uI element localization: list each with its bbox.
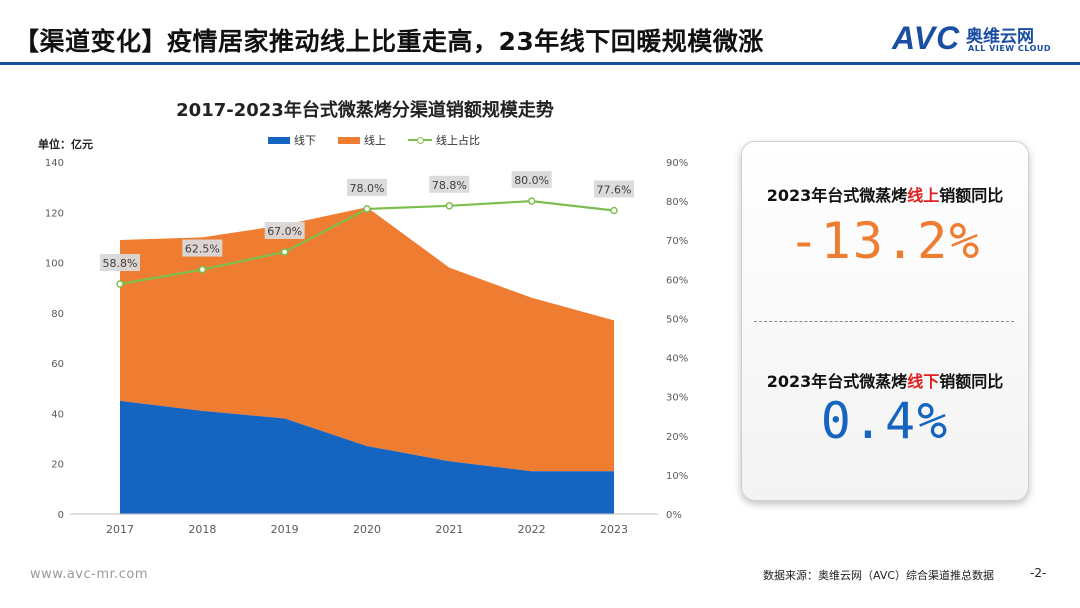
share-data-label: 67.0% (267, 225, 302, 238)
share-data-label: 78.0% (350, 182, 385, 195)
y-right-tick-label: 30% (666, 393, 688, 404)
legend-item-online: 线上 (338, 132, 386, 148)
x-tick-label: 2023 (600, 523, 628, 536)
legend-item-share: 线上占比 (408, 132, 480, 148)
kpi-offline-prefix: 2023年台式微蒸烤 (766, 372, 908, 391)
share-data-label: 62.5% (185, 243, 220, 256)
y-right-tick-label: 90% (666, 158, 688, 169)
share-point (116, 280, 124, 288)
share-point (280, 248, 289, 256)
kpi-online-prefix: 2023年台式微蒸烤 (766, 186, 908, 205)
chart-title: 2017-2023年台式微蒸烤分渠道销额规模走势 (176, 100, 554, 121)
share-point (445, 202, 454, 210)
share-data-label: 58.8% (103, 257, 138, 270)
share-label-box (594, 180, 634, 198)
kpi-offline-suffix: 销额同比 (939, 372, 1004, 391)
kpi-divider (754, 321, 1014, 322)
page-number: -2- (1030, 566, 1047, 580)
share-point (527, 197, 536, 205)
legend-item-offline: 线下 (268, 132, 316, 148)
logo-avc-text: AVC (892, 20, 961, 56)
kpi-offline-value: 0.4% (820, 392, 950, 450)
legend-swatch-offline (268, 136, 290, 144)
y-right-tick-label: 70% (666, 236, 688, 247)
y-left-tick-label: 40 (51, 409, 64, 420)
y-left-tick-label: 120 (45, 208, 64, 219)
share-data-label: 77.6% (597, 183, 632, 196)
share-label-box (429, 175, 470, 193)
chart-legend: 线下 线上 线上占比 (268, 132, 480, 148)
kpi-card: 2023年台式微蒸烤线上销额同比 -13.2% 2023年台式微蒸烤线下销额同比… (741, 141, 1029, 501)
y-right-tick-label: 40% (666, 354, 688, 365)
x-tick-label: 2022 (518, 523, 546, 536)
slide-header: 【渠道变化】疫情居家推动线上比重走高，23年线下回暖规模微涨 AVC 奥维云网 … (0, 0, 1080, 66)
y-left-tick-label: 0 (58, 510, 64, 521)
legend-swatch-online (338, 136, 360, 144)
kpi-offline-label: 2023年台式微蒸烤线下销额同比 (742, 368, 1028, 392)
share-label-box (347, 178, 387, 196)
y-right-tick-label: 20% (666, 432, 688, 443)
logo-en-text: ALL VIEW CLOUD (968, 44, 1052, 53)
y-right-tick-label: 0% (666, 510, 682, 521)
y-right-tick-label: 60% (666, 275, 688, 286)
x-tick-label: 2018 (188, 523, 216, 536)
legend-label-online: 线上 (364, 134, 386, 147)
x-tick-label: 2019 (271, 523, 299, 536)
y-right-tick-label: 10% (666, 471, 688, 482)
share-label-box (511, 171, 552, 189)
y-left-tick-label: 20 (51, 460, 64, 471)
y-right-tick-label: 50% (666, 314, 688, 325)
share-label-box (264, 221, 305, 239)
header-rule (0, 62, 1080, 65)
y-left-tick-label: 140 (45, 158, 64, 169)
kpi-online-highlight: 线上 (907, 186, 940, 205)
x-tick-label: 2017 (106, 523, 134, 536)
legend-swatch-share (408, 135, 432, 145)
kpi-offline-highlight: 线下 (907, 372, 940, 391)
logo-cn-text: 奥维云网 (966, 27, 1034, 47)
legend-label-offline: 线下 (294, 134, 316, 147)
share-label-box (100, 254, 140, 272)
share-point (363, 205, 371, 213)
y-left-tick-label: 60 (51, 359, 64, 370)
slide-title: 【渠道变化】疫情居家推动线上比重走高，23年线下回暖规模微涨 (14, 27, 764, 56)
footer-source: 数据来源：奥维云网（AVC）综合渠道推总数据 (763, 569, 995, 582)
share-label-box (182, 239, 223, 257)
y-right-tick-label: 80% (666, 197, 688, 208)
legend-label-share: 线上占比 (436, 134, 480, 147)
kpi-online-suffix: 销额同比 (939, 186, 1004, 205)
x-tick-label: 2021 (435, 523, 463, 536)
y-left-tick-label: 80 (51, 309, 64, 320)
series-offline-area (120, 400, 614, 514)
share-data-label: 78.8% (432, 179, 467, 192)
share-point (610, 206, 618, 215)
series-online-area (120, 207, 614, 472)
avc-logo: AVC 奥维云网 ALL VIEW CLOUD (892, 20, 1067, 60)
share-point (198, 265, 207, 274)
kpi-online-value: -13.2% (788, 212, 982, 270)
x-tick-label: 2020 (353, 523, 381, 536)
footer-url: www.avc-mr.com (30, 567, 149, 582)
share-data-label: 80.0% (514, 174, 549, 187)
kpi-online-label: 2023年台式微蒸烤线上销额同比 (742, 182, 1028, 206)
y-left-tick-label: 100 (45, 259, 64, 270)
unit-label: 单位：亿元 (38, 138, 93, 151)
